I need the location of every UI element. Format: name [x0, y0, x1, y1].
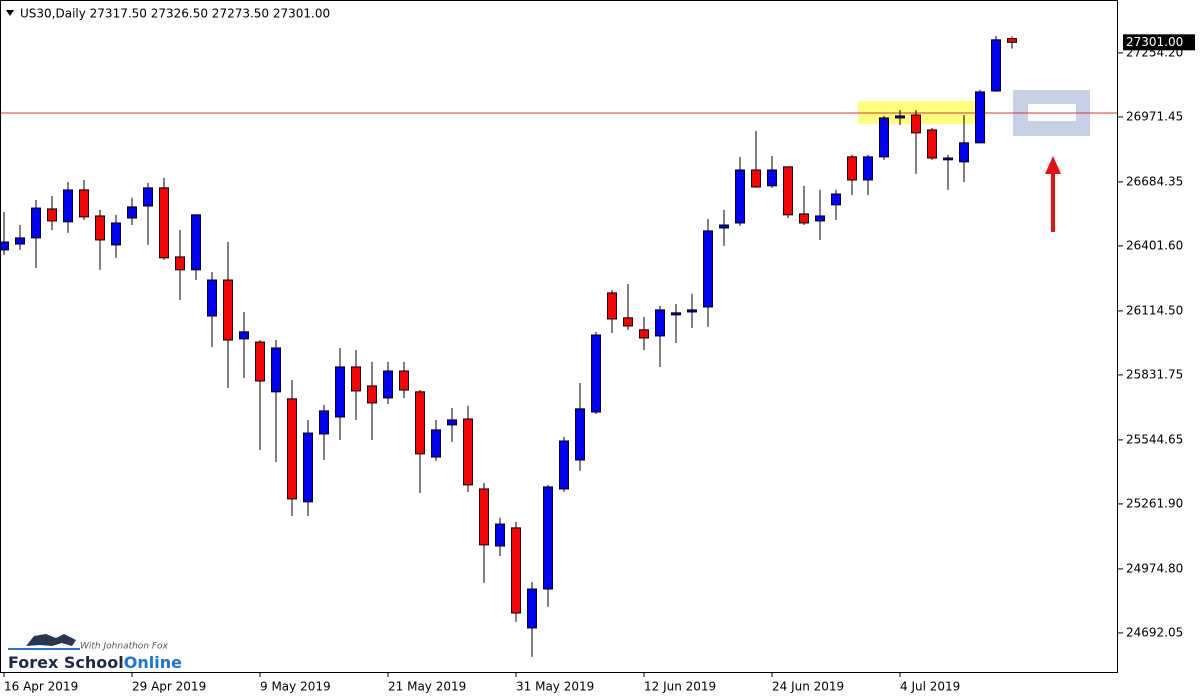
logo: With Johnathon Fox Forex SchoolOnline [8, 634, 182, 672]
arrow-head [1045, 156, 1061, 174]
y-tick-label: 25544.65 [1126, 432, 1183, 446]
candle-body [383, 370, 393, 399]
candle-body [991, 39, 1001, 92]
y-tick-label: 26971.45 [1126, 109, 1183, 123]
candle-body [287, 398, 297, 500]
candle-body [143, 187, 153, 207]
candle-body [655, 309, 665, 337]
candle-body [399, 370, 409, 391]
candle-body [767, 169, 777, 187]
y-tick-label: 25831.75 [1126, 367, 1183, 381]
candle-body [479, 488, 489, 546]
last-price-label: 27301.00 [1126, 35, 1183, 49]
candle-body [815, 215, 825, 222]
candle-body [623, 317, 633, 327]
y-tick-label: 24692.05 [1126, 625, 1183, 639]
candle-body [431, 429, 441, 458]
candle-body [943, 157, 953, 161]
candle-body [831, 193, 841, 206]
candle-body [319, 410, 329, 435]
y-tick-label: 26684.35 [1126, 174, 1183, 188]
candle-body [63, 189, 73, 223]
candle-body [111, 222, 121, 246]
candle-body [175, 256, 185, 271]
candle-body [415, 391, 425, 455]
logo-brand: Forex SchoolOnline [8, 653, 182, 672]
y-tick-label: 26114.50 [1126, 303, 1183, 317]
candle-body [223, 279, 233, 341]
candle-body [207, 279, 217, 317]
menu-triangle [6, 10, 14, 16]
candle-body [703, 230, 713, 308]
candle-body [79, 189, 89, 218]
logo-brand-2: Online [124, 653, 182, 672]
candle-body [927, 129, 937, 159]
candle-body [911, 114, 921, 134]
candle-body [335, 366, 345, 418]
candle-body [607, 292, 617, 320]
candle-body [15, 237, 25, 245]
logo-tagline: With Johnathon Fox [80, 642, 169, 652]
candle-body [751, 169, 761, 188]
candle-body [799, 213, 809, 224]
candle-body [47, 208, 57, 222]
candle-body [639, 329, 649, 339]
candle-body [719, 224, 729, 229]
logo-icon [26, 634, 76, 646]
candle-body [863, 156, 873, 181]
candle-body [847, 156, 857, 181]
candle-body [239, 331, 249, 340]
candles [0, 35, 1118, 657]
candle-body [95, 215, 105, 241]
candle-body [495, 523, 505, 547]
x-tick-label: 31 May 2019 [516, 680, 594, 694]
candle-body [127, 206, 137, 219]
x-tick-label: 24 Jun 2019 [772, 680, 844, 694]
candle-body [271, 347, 281, 393]
x-tick-label: 16 Apr 2019 [4, 680, 78, 694]
candle-body [895, 115, 905, 119]
candle-body [447, 419, 457, 426]
x-tick-label: 9 May 2019 [260, 680, 331, 694]
x-tick-label: 29 Apr 2019 [132, 680, 206, 694]
candle-body [463, 418, 473, 486]
x-tick-label: 4 Jul 2019 [900, 680, 960, 694]
y-tick-label: 24974.80 [1126, 561, 1183, 575]
chart-title: US30,Daily 27317.50 27326.50 27273.50 27… [20, 7, 330, 21]
candle-body [31, 207, 41, 239]
candle-body [367, 385, 377, 404]
candle-body [511, 527, 521, 614]
candle-body [1007, 38, 1017, 43]
candle-body [255, 341, 265, 382]
y-tick-label: 25261.90 [1126, 496, 1183, 510]
logo-brand-1: Forex School [8, 653, 124, 672]
candle-body [159, 187, 169, 259]
candle-body [671, 312, 681, 316]
candle-body [575, 408, 585, 461]
x-tick-label: 12 Jun 2019 [644, 680, 716, 694]
candle-body [191, 214, 201, 271]
y-tick-label: 26401.60 [1126, 238, 1183, 252]
last-price-box [1123, 34, 1195, 51]
x-tick-label: 21 May 2019 [388, 680, 466, 694]
candle-body [351, 366, 361, 392]
candle-body [783, 166, 793, 216]
candle-body [559, 440, 569, 490]
candle-body [591, 334, 601, 413]
candle-body [0, 241, 9, 251]
candle-body [975, 91, 985, 144]
candle-body [543, 486, 553, 590]
candle-body [303, 432, 313, 503]
candle-body [527, 588, 537, 629]
candle-body [735, 169, 745, 224]
candle-body [879, 117, 889, 158]
candle-body [687, 309, 697, 313]
candle-body [959, 142, 969, 163]
plot-frame [0, 0, 1118, 673]
